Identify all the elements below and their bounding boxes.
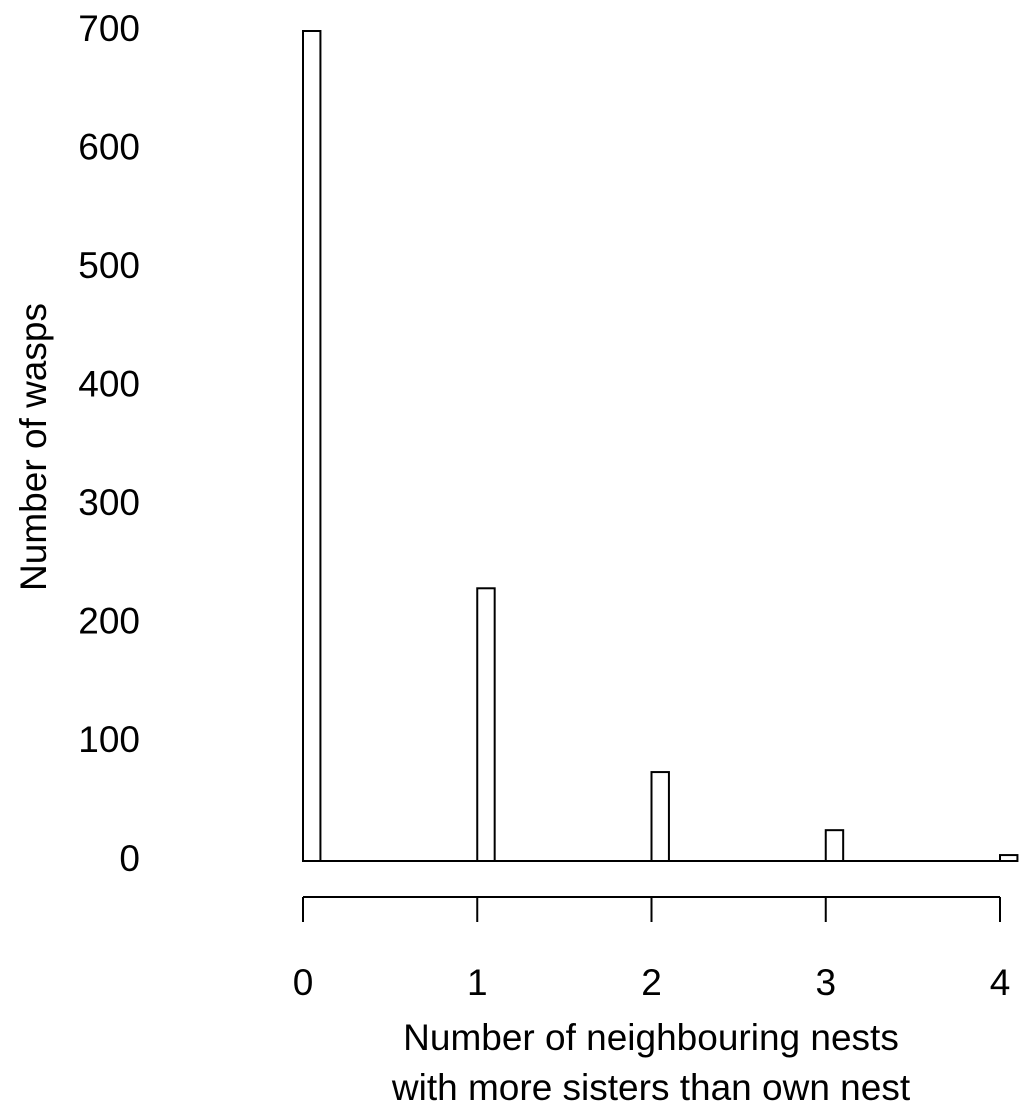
y-tick-label: 300 <box>78 482 140 523</box>
bar <box>824 829 845 863</box>
y-tick-label: 700 <box>78 8 140 49</box>
x-axis-label: with more sisters than own nest <box>391 1067 911 1108</box>
x-tick-label: 3 <box>815 962 836 1003</box>
x-tick-label: 2 <box>641 962 662 1003</box>
y-tick-label: 0 <box>119 838 140 879</box>
x-tick-label: 1 <box>467 962 488 1003</box>
y-axis-label: Number of wasps <box>13 303 54 591</box>
y-tick-label: 600 <box>78 126 140 167</box>
y-tick-label: 400 <box>78 363 140 404</box>
bar <box>650 771 670 862</box>
y-tick-label: 500 <box>78 245 140 286</box>
x-tick-label: 0 <box>293 962 314 1003</box>
x-tick-label: 4 <box>990 962 1011 1003</box>
bar <box>476 587 496 862</box>
x-axis-label: Number of neighbouring nests <box>403 1017 899 1058</box>
y-tick-label: 100 <box>78 719 140 760</box>
y-tick-label: 200 <box>78 601 140 642</box>
bar <box>302 30 322 862</box>
bar <box>999 854 1019 862</box>
